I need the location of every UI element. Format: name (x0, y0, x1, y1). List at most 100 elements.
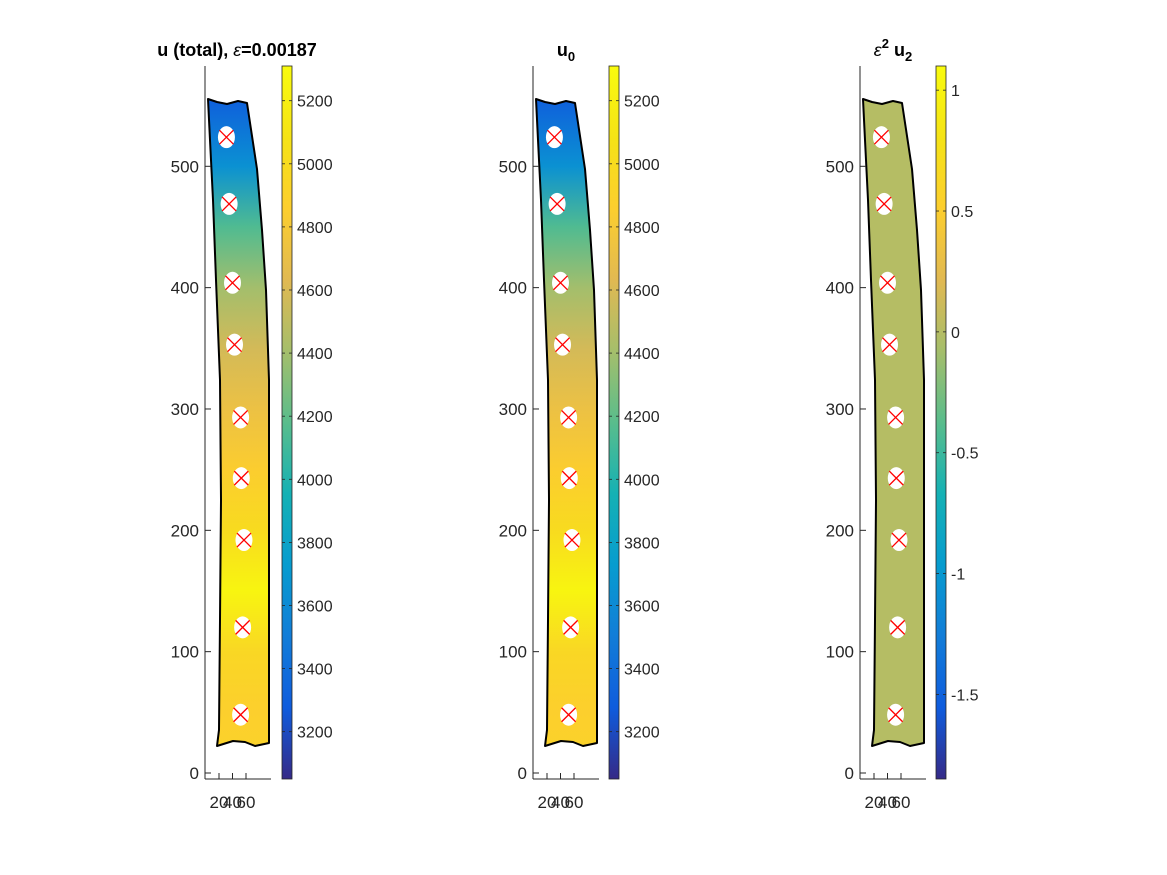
colorbar-tick-label: 4000 (624, 472, 660, 489)
hole-marker (563, 529, 581, 552)
y-tick-label: 0 (845, 764, 854, 783)
colorbar-tick-label: -1 (951, 567, 965, 584)
x-marker (873, 129, 889, 145)
plate-outline (207, 98, 270, 747)
colorbar-tick-label: -0.5 (951, 446, 979, 463)
hole-marker (217, 126, 235, 149)
hole-marker (879, 271, 896, 294)
x-marker (890, 619, 906, 635)
y-tick-label: 400 (499, 279, 527, 298)
y-tick-label: 300 (171, 400, 199, 419)
y-tick-label: 0 (190, 764, 199, 783)
colorbar-tick-label: 4800 (624, 220, 660, 237)
x-marker (888, 410, 904, 425)
hole-marker (887, 406, 905, 429)
hole-marker (887, 703, 905, 726)
hole-marker (232, 406, 250, 429)
colorbar-tick-label: 3400 (297, 662, 333, 679)
colorbar-tick-label: 4400 (297, 346, 333, 363)
x-marker (236, 532, 252, 548)
y-tick-label: 100 (171, 643, 199, 662)
title-text: =0.00187 (241, 40, 317, 60)
hole-marker (872, 126, 890, 149)
x-marker (233, 707, 249, 723)
x-marker (563, 619, 579, 635)
x-marker (235, 619, 251, 635)
x-marker (561, 707, 577, 723)
colorbar-tick-label: 3200 (624, 725, 660, 742)
hole-marker (226, 333, 244, 356)
title-symbol: ε (874, 40, 883, 60)
x-marker (233, 410, 249, 425)
colorbar-tick-label: 4600 (297, 283, 333, 300)
title-subscript: 0 (568, 49, 575, 64)
x-marker (891, 532, 907, 548)
x-marker (888, 470, 904, 486)
y-tick-label: 500 (499, 157, 527, 176)
x-tick-label: 20 (865, 793, 884, 812)
colorbar-tick-label: 3200 (297, 725, 333, 742)
x-marker (553, 275, 568, 291)
y-tick-label: 300 (499, 400, 527, 419)
x-marker (227, 337, 242, 353)
colorbar-tick-label: 5200 (624, 94, 660, 111)
colorbar-tick-label: 3800 (624, 535, 660, 552)
colorbar-tick-label: 3400 (624, 662, 660, 679)
y-tick-label: 0 (518, 764, 527, 783)
colorbar-tick-label: 3600 (297, 598, 333, 615)
title-text: u (total), (157, 40, 233, 60)
x-marker (546, 129, 562, 145)
x-marker (564, 532, 580, 548)
y-tick-label: 300 (826, 400, 854, 419)
x-tick-label: 60 (892, 793, 911, 812)
x-tick-label: 40 (223, 793, 242, 812)
hole-marker (887, 467, 905, 490)
y-tick-label: 100 (826, 643, 854, 662)
colorbar-tick-label: 0 (951, 325, 960, 342)
hole-marker (560, 703, 578, 726)
colorbar-tick-label: 4600 (624, 283, 660, 300)
y-tick-label: 100 (499, 643, 527, 662)
hole-marker (889, 616, 907, 639)
colorbar-tick-label: 0.5 (951, 204, 973, 221)
hole-marker (235, 529, 253, 552)
x-marker (876, 196, 892, 212)
x-marker (561, 410, 577, 425)
colorbar-tick-label: -1.5 (951, 687, 979, 704)
title-superscript: 2 (882, 36, 889, 51)
y-tick-label: 200 (499, 521, 527, 540)
y-tick-label: 200 (826, 521, 854, 540)
colorbar-tick-label: 5200 (297, 94, 333, 111)
x-tick-label: 60 (237, 793, 256, 812)
hole-marker (562, 616, 580, 639)
hole-marker (875, 192, 893, 215)
colorbar-tick-label: 4000 (297, 472, 333, 489)
hole-marker (234, 616, 252, 639)
plate-outline (535, 98, 598, 747)
x-marker (218, 129, 234, 145)
colorbar-tick-label: 5000 (297, 157, 333, 174)
x-marker (561, 470, 577, 486)
y-tick-label: 400 (826, 279, 854, 298)
y-tick-label: 500 (826, 157, 854, 176)
colorbar-tick-label: 1 (951, 83, 960, 100)
colorbar-tick-label: 4800 (297, 220, 333, 237)
x-marker (225, 275, 240, 291)
x-tick-label: 20 (210, 793, 229, 812)
colorbar-tick-label: 5000 (624, 157, 660, 174)
x-marker (880, 275, 895, 291)
hole-marker (545, 126, 563, 149)
x-marker (555, 337, 570, 353)
hole-marker (548, 192, 566, 215)
colorbar-tick-label: 4400 (624, 346, 660, 363)
x-tick-label: 40 (551, 793, 570, 812)
title-subscript: 2 (905, 49, 912, 64)
colorbar (935, 65, 947, 780)
x-marker (882, 337, 897, 353)
panel-title: u0 (557, 40, 575, 64)
x-marker (888, 707, 904, 723)
colorbar-tick-label: 3600 (624, 598, 660, 615)
colorbar-tick-label: 4200 (297, 409, 333, 426)
